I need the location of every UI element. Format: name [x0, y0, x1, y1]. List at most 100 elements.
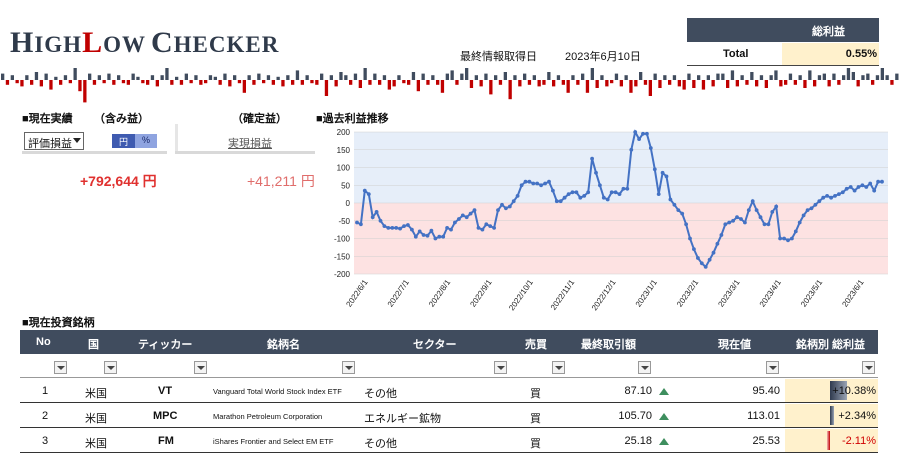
sparkline-bar [54, 76, 58, 80]
row-current-price: 113.01 [747, 410, 780, 422]
table-row[interactable]: -2.11% 3 米国 FM iShares Frontier and Select E… [20, 429, 878, 453]
row-no: 1 [42, 385, 49, 397]
sparkline-bar [407, 80, 411, 85]
sparkline-bar [233, 75, 237, 80]
sparkline-bar [817, 75, 822, 80]
sparkline-bar [861, 75, 865, 80]
sparkline-bar [614, 73, 619, 80]
return-cell: -2.11% [785, 429, 878, 452]
col-total-return: 銘柄別 総利益 [796, 339, 866, 351]
sparkline-bar [310, 80, 314, 84]
data-point [750, 199, 755, 204]
filter-dropdown-side[interactable] [552, 361, 565, 374]
filter-dropdown-last[interactable] [638, 361, 651, 374]
sparkline-bar [387, 80, 391, 90]
data-point [766, 222, 771, 227]
section-history-label: ■過去利益推移 [316, 113, 389, 125]
filter-dropdown-return[interactable] [862, 361, 875, 374]
data-point [699, 261, 704, 266]
sparkline-bar [392, 80, 396, 87]
y-tick-label: 50 [341, 181, 350, 190]
sparkline-bar [189, 80, 193, 84]
filter-dropdown-no[interactable] [54, 361, 67, 374]
data-point [586, 190, 591, 195]
sparkline-bar [10, 75, 14, 80]
toggle-percent-button[interactable]: % [135, 134, 158, 148]
sparkline-bar [653, 73, 657, 80]
sparkline-bar [513, 75, 517, 80]
realized-pl-link[interactable]: 実現損益 [228, 138, 272, 150]
sparkline-bar [788, 73, 793, 80]
data-point [645, 131, 649, 136]
toggle-yen-button[interactable]: 円 [112, 134, 136, 148]
data-point [825, 194, 829, 198]
sparkline-bar [498, 80, 503, 85]
sparkline-bar [600, 75, 604, 80]
data-point [860, 183, 865, 188]
unit-toggle[interactable]: 円 % [112, 134, 158, 148]
sparkline-bar [20, 80, 24, 87]
sparkline-bar [682, 80, 686, 90]
data-point [601, 195, 606, 200]
sparkline-bar [585, 80, 590, 93]
sparkline-bar [184, 73, 188, 80]
table-row[interactable]: +10.38% 1 米国 VT Vanguard Total World Stock I… [20, 379, 878, 403]
filter-dropdown-country[interactable] [104, 361, 117, 374]
data-point [782, 236, 786, 241]
sparkline-bar [474, 75, 478, 80]
return-value: +2.34% [838, 410, 876, 422]
filter-dropdown-sector[interactable] [494, 361, 507, 374]
x-tick-label: 2022/7/1 [386, 278, 412, 309]
realized-label: （確定益） [232, 113, 287, 125]
data-point [833, 194, 837, 198]
data-point [570, 190, 575, 195]
data-point [770, 210, 775, 214]
data-point [680, 211, 685, 216]
data-point [515, 194, 520, 198]
x-tick-label: 2022/10/1 [507, 278, 535, 313]
row-last-price: 25.18 [624, 435, 652, 447]
filter-dropdown-name[interactable] [342, 361, 355, 374]
sparkline-bar [194, 75, 198, 80]
sparkline-bar [610, 80, 614, 84]
sparkline-bar [363, 68, 367, 80]
row-no: 2 [42, 410, 49, 422]
sparkline-bar [315, 80, 319, 85]
data-point [840, 190, 845, 195]
data-point [417, 229, 422, 234]
data-point [445, 226, 449, 230]
data-point [398, 226, 402, 231]
sparkline-bar [426, 80, 430, 85]
table-row[interactable]: +2.34% 2 米国 MPC Marathon Petroleum Corporati… [20, 404, 878, 428]
sparkline-bar [880, 68, 884, 80]
sparkline-bar [494, 75, 498, 80]
sparkline-bar [527, 80, 532, 85]
sparkline-bar [508, 80, 512, 100]
sparkline-bar [218, 80, 222, 85]
sparkline-bar [126, 80, 130, 85]
sparkline-bar [378, 80, 382, 85]
filter-dropdown-current[interactable] [766, 361, 779, 374]
sparkline-bar [460, 73, 464, 80]
y-tick-label: 200 [337, 128, 351, 137]
sparkline-bar [300, 80, 304, 85]
data-point [692, 247, 696, 251]
sparkline-bar [199, 80, 203, 85]
data-point [754, 208, 759, 212]
data-point [488, 224, 493, 228]
row-current-price: 95.40 [752, 385, 780, 397]
metric-select[interactable]: 評価損益 [24, 132, 84, 150]
sparkline-bar [581, 73, 585, 80]
y-tick-label: 150 [337, 146, 351, 155]
data-point [507, 204, 512, 209]
data-point [386, 226, 391, 230]
sparkline-bar [687, 73, 691, 80]
return-value: +10.38% [832, 385, 876, 397]
sparkline-bar [890, 80, 894, 85]
data-point [801, 213, 806, 218]
filter-dropdown-ticker[interactable] [194, 361, 207, 374]
data-point [809, 206, 814, 211]
row-last-price: 105.70 [618, 410, 652, 422]
sparkline-bar [286, 75, 290, 80]
